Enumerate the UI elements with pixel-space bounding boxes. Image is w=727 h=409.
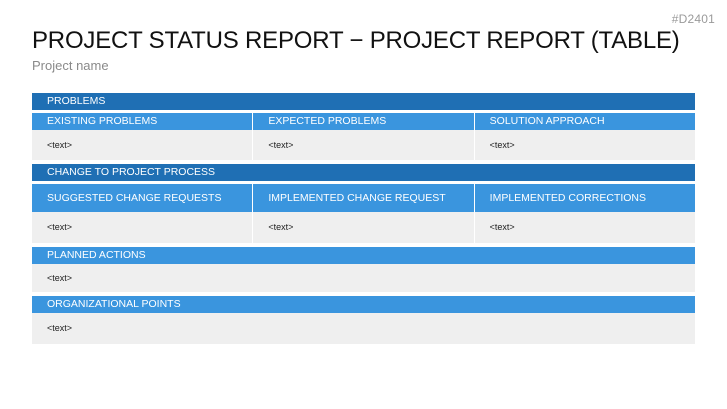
section-header-organizational-points: ORGANIZATIONAL POINTS: [32, 296, 695, 313]
cell-planned-actions[interactable]: <text>: [47, 273, 73, 283]
cell-organizational-points[interactable]: <text>: [47, 323, 73, 333]
cell-implemented-corrections[interactable]: <text>: [473, 212, 695, 243]
section-header-planned-actions: PLANNED ACTIONS: [32, 247, 695, 264]
column-header-implemented-change-request: IMPLEMENTED CHANGE REQUEST: [252, 184, 473, 212]
page-title: PROJECT STATUS REPORT − PROJECT REPORT (…: [32, 27, 680, 54]
organizational-points-row: <text>: [32, 313, 695, 344]
problems-row: <text> <text> <text>: [32, 130, 695, 160]
section-header-problems: PROBLEMS: [32, 93, 695, 110]
column-header-implemented-corrections: IMPLEMENTED CORRECTIONS: [473, 184, 695, 212]
slide-id: #D2401: [671, 12, 715, 26]
cell-existing-problems[interactable]: <text>: [47, 140, 73, 150]
report-table: PROBLEMS EXISTING PROBLEMS EXPECTED PROB…: [32, 93, 695, 344]
column-header-existing-problems: EXISTING PROBLEMS: [47, 115, 158, 127]
section-header-change-process: CHANGE TO PROJECT PROCESS: [32, 164, 695, 181]
change-column-headers: SUGGESTED CHANGE REQUESTS IMPLEMENTED CH…: [32, 184, 695, 212]
column-header-expected-problems: EXPECTED PROBLEMS: [252, 113, 473, 130]
cell-solution-approach[interactable]: <text>: [473, 130, 695, 160]
page-subtitle: Project name: [32, 58, 109, 73]
planned-actions-row: <text>: [32, 264, 695, 292]
cell-implemented-change-request[interactable]: <text>: [252, 212, 473, 243]
column-header-solution-approach: SOLUTION APPROACH: [473, 113, 695, 130]
column-header-suggested-change-requests: SUGGESTED CHANGE REQUESTS: [47, 192, 222, 204]
change-row: <text> <text> <text>: [32, 212, 695, 243]
cell-expected-problems[interactable]: <text>: [252, 130, 473, 160]
problems-column-headers: EXISTING PROBLEMS EXPECTED PROBLEMS SOLU…: [32, 113, 695, 130]
cell-suggested-change-requests[interactable]: <text>: [47, 222, 73, 232]
